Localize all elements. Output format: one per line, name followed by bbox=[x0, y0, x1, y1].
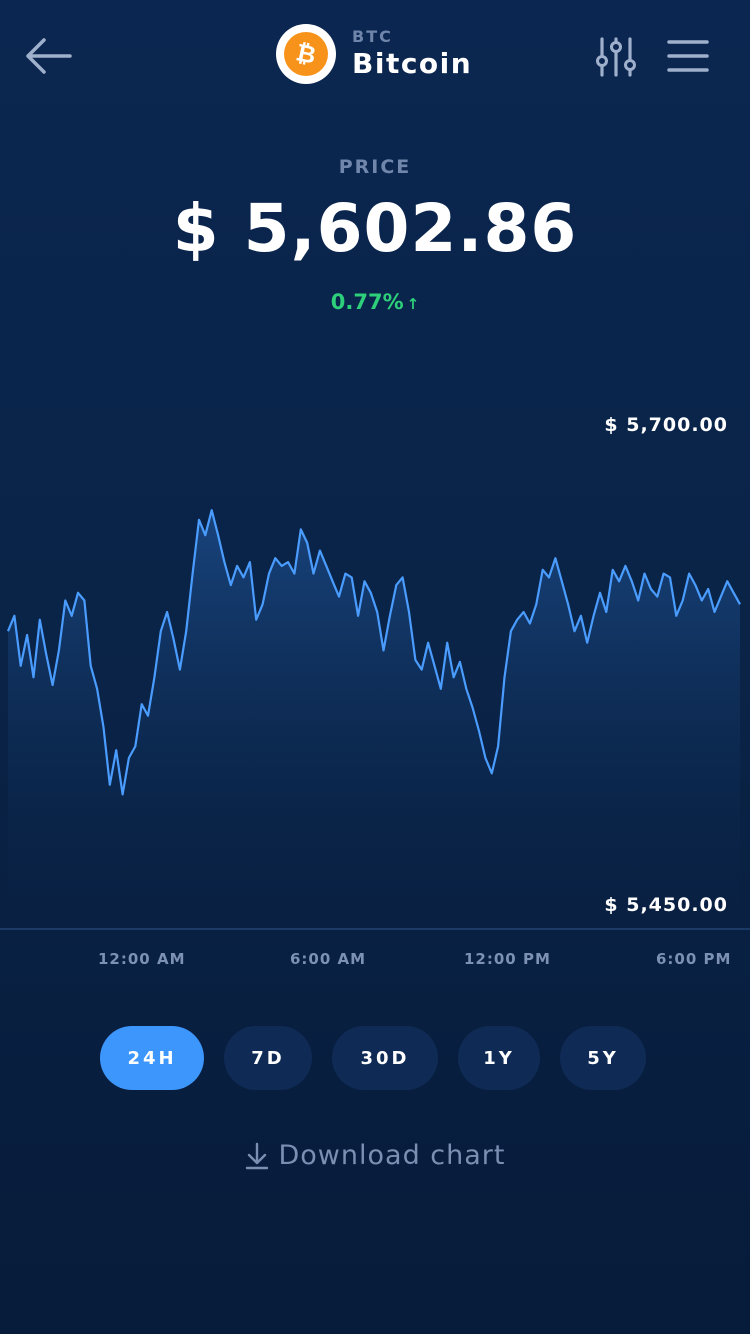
bitcoin-logo: ₿ bbox=[276, 24, 336, 84]
arrow-up-icon: ↑ bbox=[406, 295, 420, 313]
chart-divider bbox=[0, 928, 750, 930]
price-label: PRICE bbox=[338, 156, 412, 178]
sliders-icon bbox=[596, 37, 636, 77]
coin-ticker: BTC bbox=[352, 27, 393, 46]
coin-identity: ₿ BTC Bitcoin bbox=[276, 24, 472, 84]
coin-text: BTC Bitcoin bbox=[352, 27, 472, 81]
price-change-value: 0.77% bbox=[330, 290, 404, 314]
filter-button[interactable] bbox=[594, 36, 638, 78]
period-5y-button[interactable]: 5Y bbox=[560, 1026, 646, 1090]
price-change: 0.77% ↑ bbox=[0, 290, 750, 314]
period-7d-button[interactable]: 7D bbox=[224, 1026, 312, 1090]
download-icon bbox=[245, 1142, 268, 1169]
menu-button[interactable] bbox=[666, 38, 710, 74]
period-24h-button[interactable]: 24H bbox=[100, 1026, 204, 1090]
price-chart[interactable] bbox=[0, 380, 750, 928]
download-chart-button[interactable]: Download chart bbox=[0, 1140, 750, 1171]
x-tick-label: 6:00 AM bbox=[290, 950, 367, 968]
y-tick-bottom: $ 5,450.00 bbox=[604, 894, 728, 916]
back-button[interactable] bbox=[22, 32, 74, 80]
coin-name: Bitcoin bbox=[352, 47, 473, 80]
hamburger-icon bbox=[667, 40, 709, 72]
header: ₿ BTC Bitcoin bbox=[0, 0, 750, 112]
x-tick-label: 12:00 AM bbox=[98, 950, 186, 968]
arrow-left-icon bbox=[26, 38, 72, 74]
y-tick-top: $ 5,700.00 bbox=[604, 414, 728, 436]
x-tick-label: 12:00 PM bbox=[464, 950, 551, 968]
x-tick-label: 6:00 PM bbox=[656, 950, 732, 968]
period-1y-button[interactable]: 1Y bbox=[458, 1026, 540, 1090]
price-value: $ 5,602.86 bbox=[172, 190, 578, 267]
chart-area bbox=[8, 510, 740, 928]
bitcoin-icon: ₿ bbox=[284, 32, 328, 76]
period-30d-button[interactable]: 30D bbox=[332, 1026, 438, 1090]
download-chart-label: Download chart bbox=[278, 1140, 506, 1171]
period-selector: 24H 7D 30D 1Y 5Y bbox=[0, 1026, 750, 1090]
chart-line bbox=[6, 509, 741, 796]
